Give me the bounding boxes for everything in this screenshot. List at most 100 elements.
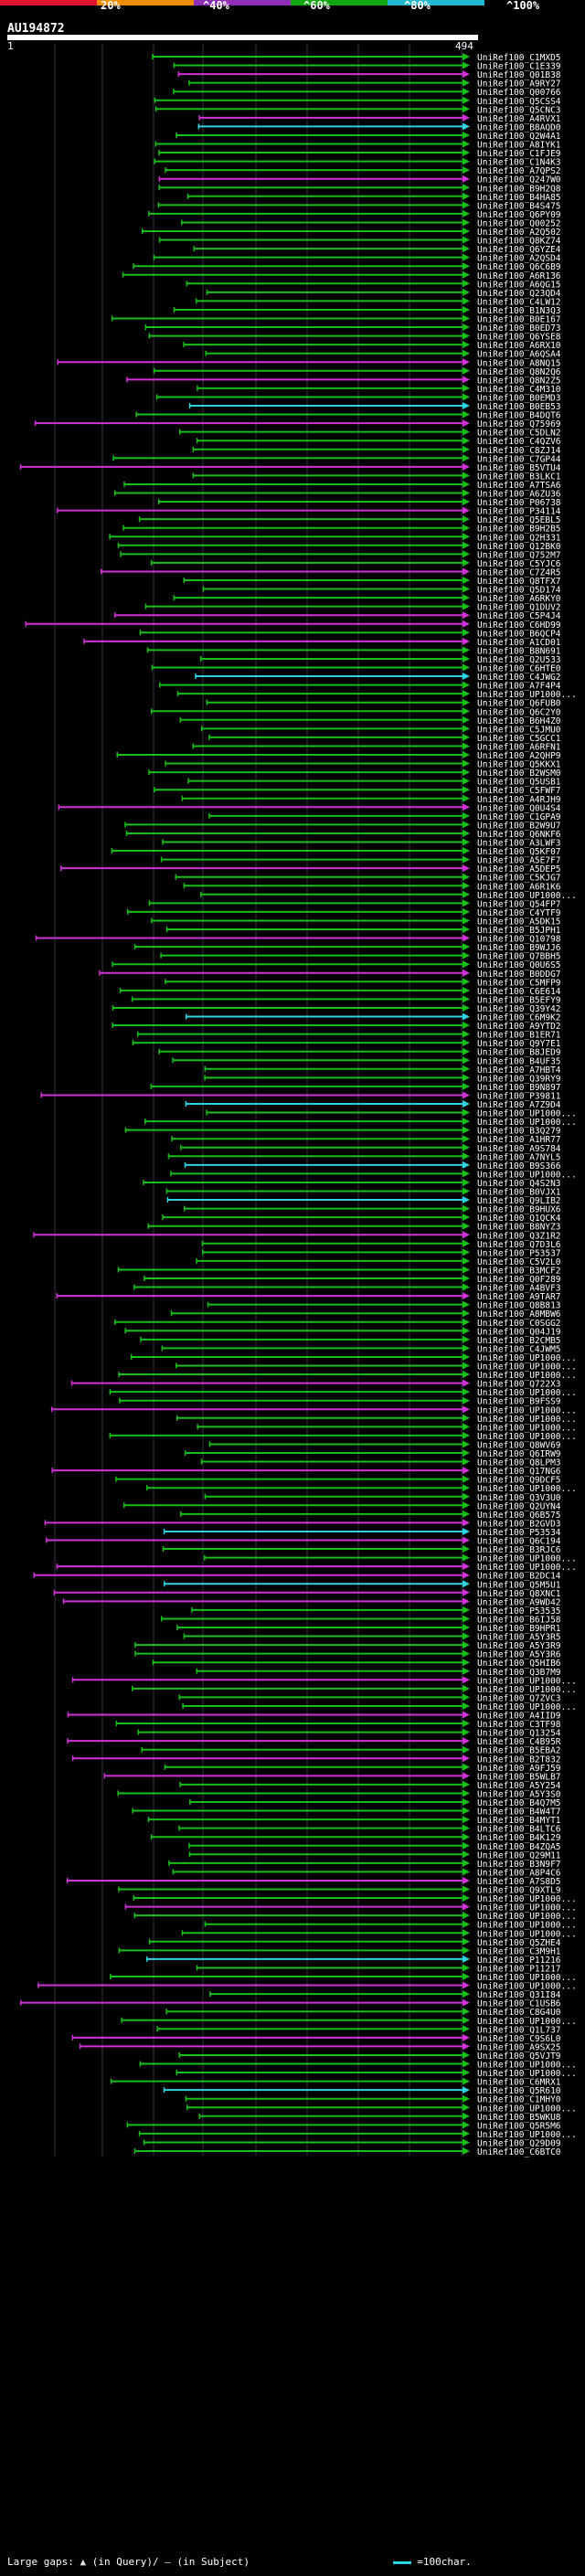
hit-row: UniRef100_C5FWF7 — [154, 786, 561, 796]
hit-arrow — [463, 1859, 470, 1867]
hit-row: UniRef100_Q5M5U1 — [163, 1580, 561, 1590]
hit-row: UniRef100_B0EB53 — [188, 402, 561, 412]
hit-arrow — [463, 960, 470, 969]
hit-row: UniRef100_C4M310 — [197, 384, 561, 395]
hit-arrow — [463, 506, 470, 514]
hit-row: UniRef100_B3LKC1 — [192, 472, 561, 482]
hit-row: UniRef100_Q5KKX1 — [165, 759, 561, 770]
hit-row: UniRef100_B5WLB7 — [103, 1772, 561, 1782]
hit-arrow — [463, 1379, 470, 1387]
hit-row: UniRef100_A9S784 — [180, 1143, 561, 1154]
hit-arrow — [463, 1649, 470, 1658]
bar-segment-orange — [97, 0, 194, 5]
hit-label: UniRef100_B1N3Q3 — [477, 306, 561, 316]
hit-arrow — [463, 1693, 470, 1701]
hit-row: UniRef100_A7TSA6 — [123, 480, 561, 491]
hit-label: UniRef100_A2QHP9 — [477, 751, 561, 761]
hit-row: UniRef100_UP1000... — [203, 1553, 577, 1564]
hit-arrow — [463, 1327, 470, 1335]
hit-label: UniRef100_Q8XNC1 — [477, 1589, 561, 1599]
hit-label: UniRef100_Q5D174 — [477, 586, 561, 596]
hit-label: UniRef100_B0EB53 — [477, 402, 561, 412]
hit-row: UniRef100_Q39Y42 — [112, 1003, 561, 1014]
hit-label: UniRef100_Q3B7M9 — [477, 1668, 561, 1678]
hit-arrow — [463, 1824, 470, 1832]
hit-label: UniRef100_Q6C194 — [477, 1537, 561, 1547]
hit-label: UniRef100_UP1000... — [477, 1353, 577, 1363]
hit-arrow — [463, 978, 470, 986]
hit-label: UniRef100_Q5R5M6 — [477, 2121, 561, 2131]
hit-arrow — [463, 1597, 470, 1606]
hit-row: UniRef100_Q00766 — [173, 88, 561, 98]
hit-arrow — [463, 2138, 470, 2147]
hit-row: UniRef100_Q4S2N3 — [143, 1178, 561, 1189]
hit-label: UniRef100_A7HBT4 — [477, 1065, 561, 1076]
hit-arrow — [463, 314, 470, 323]
hit-arrow — [463, 2069, 470, 2077]
percent-label-60: ^60% — [303, 0, 330, 12]
hit-label: UniRef100_B5EFY9 — [477, 995, 561, 1005]
hit-arrow — [463, 1912, 470, 1920]
hit-row: UniRef100_B9FSS9 — [119, 1396, 561, 1407]
hit-arrow — [463, 917, 470, 925]
hit-arrow — [463, 1964, 470, 1972]
hit-arrow — [463, 646, 470, 654]
hit-label: UniRef100_B8JED9 — [477, 1048, 561, 1058]
hit-label: UniRef100_A8MBW6 — [477, 1309, 561, 1320]
hit-arrow — [463, 480, 470, 488]
hit-arrow — [463, 1894, 470, 1903]
hit-row: UniRef100_Q3B7M9 — [196, 1667, 561, 1678]
hit-label: UniRef100_Q1DUV2 — [477, 603, 561, 613]
hit-arrow — [463, 175, 470, 183]
hit-row: UniRef100_B6QCP4 — [139, 629, 561, 639]
hit-label: UniRef100_C1MHY0 — [477, 2095, 561, 2105]
hit-arrow — [463, 1807, 470, 1815]
hit-arrow — [463, 1283, 470, 1291]
hit-arrow — [463, 943, 470, 951]
hit-row: UniRef100_A9WD42 — [62, 1597, 561, 1607]
hit-arrow — [463, 716, 470, 724]
hit-arrow — [463, 1318, 470, 1326]
hit-row: UniRef100_P11216 — [146, 1955, 561, 1966]
hit-arrow — [463, 1720, 470, 1728]
hit-arrow — [463, 1388, 470, 1396]
hit-arrow — [463, 1152, 470, 1161]
hit-label: UniRef100_A8NQ15 — [477, 358, 561, 368]
hit-label: UniRef100_C3M9H1 — [477, 1946, 561, 1956]
hit-label: UniRef100_B9FSS9 — [477, 1397, 561, 1407]
hit-arrow — [463, 1929, 470, 1937]
hit-row: UniRef100_A5DEP5 — [59, 864, 561, 875]
hit-arrow — [463, 882, 470, 890]
hit-row: UniRef100_Q6YZE4 — [193, 245, 561, 255]
hit-label: UniRef100_UP1000... — [477, 1912, 577, 1922]
hit-arrow — [463, 140, 470, 148]
scale-end: 494 — [455, 40, 473, 52]
hit-arrow — [463, 1396, 470, 1405]
hit-arrow — [463, 1553, 470, 1562]
hit-arrow — [463, 777, 470, 785]
hit-row: UniRef100_A5E7F7 — [160, 855, 561, 866]
hit-arrow — [463, 384, 470, 392]
hit-arrow — [463, 1615, 470, 1623]
hit-label: UniRef100_Q9XTL9 — [477, 1886, 561, 1896]
hit-row: UniRef100_C5KJG7 — [175, 873, 561, 884]
hit-row: UniRef100_A4RJH9 — [181, 794, 561, 805]
hit-arrow — [463, 1745, 470, 1754]
hit-arrow — [463, 2016, 470, 2024]
hit-label: UniRef100_Q12BK0 — [477, 542, 561, 552]
hit-arrow — [463, 821, 470, 829]
hit-label: UniRef100_P39811 — [477, 1091, 561, 1101]
hit-row: UniRef100_A2Q502 — [141, 228, 561, 238]
hit-row: UniRef100_B5WKU8 — [198, 2112, 561, 2123]
hit-row: UniRef100_B9HUX6 — [183, 1204, 561, 1215]
hit-row: UniRef100_P34114 — [56, 506, 561, 517]
hit-label: UniRef100_A7NYL5 — [477, 1152, 561, 1162]
hit-arrow — [463, 620, 470, 628]
hit-arrow — [463, 951, 470, 959]
hit-label: UniRef100_Q31I84 — [477, 1990, 561, 2000]
hit-label: UniRef100_Q0U4S4 — [477, 803, 561, 813]
hit-label: UniRef100_B5EBA2 — [477, 1746, 561, 1756]
hit-label: UniRef100_C5DLN2 — [477, 429, 561, 439]
hit-row: UniRef100_Q2UYN4 — [123, 1501, 561, 1511]
hit-label: UniRef100_B4Q7M5 — [477, 1798, 561, 1808]
